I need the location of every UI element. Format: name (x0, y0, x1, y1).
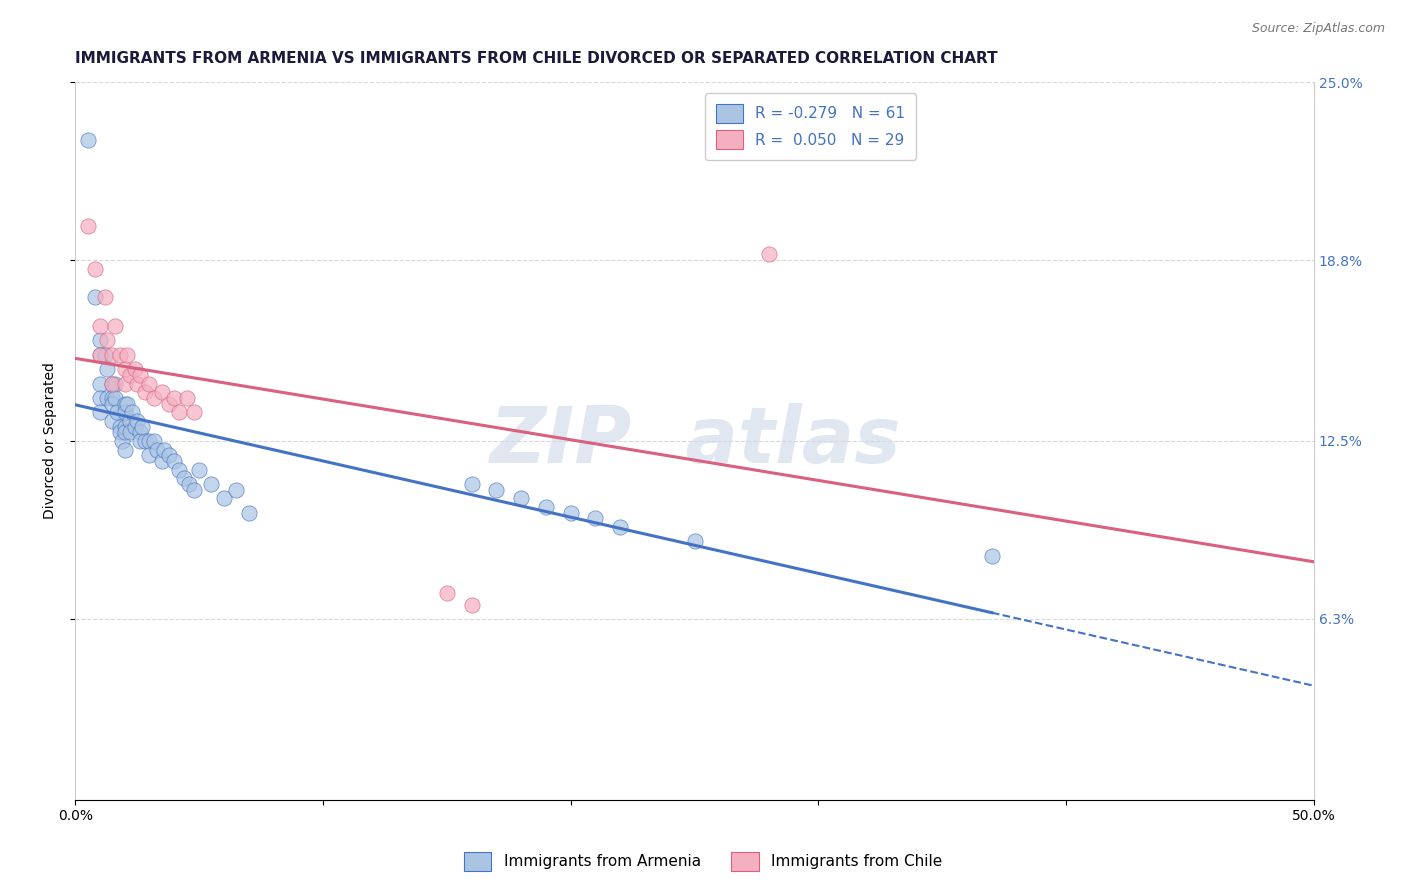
Point (179, 477, 201, 491)
Point (163, 454, 186, 468)
Point (101, 376, 124, 391)
Point (510, 491, 533, 506)
Point (212, 491, 235, 506)
Point (96, 362, 118, 376)
Point (89, 348, 111, 362)
Point (183, 483, 205, 497)
Point (111, 434, 134, 448)
Point (609, 520, 631, 534)
Point (114, 425, 136, 440)
Point (108, 425, 131, 440)
Point (683, 534, 706, 549)
Point (101, 391, 124, 405)
Point (225, 483, 247, 497)
Point (173, 471, 195, 485)
Point (89, 376, 111, 391)
Point (124, 419, 146, 434)
Point (104, 319, 127, 334)
Point (104, 391, 127, 405)
Point (101, 396, 124, 410)
Point (167, 405, 190, 419)
Point (138, 434, 160, 448)
Point (758, 247, 780, 261)
Point (89, 405, 111, 419)
Point (89, 348, 111, 362)
Text: ZIP  atlas: ZIP atlas (489, 403, 900, 479)
Point (150, 454, 173, 468)
Point (138, 448, 160, 462)
Point (980, 549, 1002, 563)
Point (105, 405, 128, 419)
Point (94, 290, 117, 304)
Text: Source: ZipAtlas.com: Source: ZipAtlas.com (1251, 22, 1385, 36)
Point (114, 362, 136, 376)
Point (118, 425, 141, 440)
Point (238, 506, 260, 520)
Point (143, 434, 166, 448)
Point (183, 405, 205, 419)
Point (560, 506, 582, 520)
Point (146, 442, 169, 457)
Legend: Immigrants from Armenia, Immigrants from Chile: Immigrants from Armenia, Immigrants from… (454, 843, 952, 880)
Point (84, 261, 107, 276)
Point (157, 448, 180, 462)
Text: IMMIGRANTS FROM ARMENIA VS IMMIGRANTS FROM CHILE DIVORCED OR SEPARATED CORRELATI: IMMIGRANTS FROM ARMENIA VS IMMIGRANTS FR… (75, 51, 998, 66)
Point (121, 405, 143, 419)
Point (153, 442, 176, 457)
Point (127, 414, 149, 428)
Point (188, 463, 211, 477)
Point (176, 391, 198, 405)
Point (436, 586, 458, 600)
Point (114, 442, 136, 457)
Point (124, 362, 146, 376)
Y-axis label: Divorced or Separated: Divorced or Separated (44, 362, 58, 519)
Point (114, 376, 136, 391)
Point (583, 511, 606, 525)
Point (138, 376, 160, 391)
Point (200, 477, 222, 491)
Point (101, 348, 124, 362)
Point (118, 368, 141, 382)
Point (115, 348, 138, 362)
Legend: R = -0.279   N = 61, R =  0.050   N = 29: R = -0.279 N = 61, R = 0.050 N = 29 (704, 94, 917, 160)
Point (534, 500, 557, 514)
Point (114, 419, 136, 434)
Point (96, 334, 118, 348)
Point (128, 425, 150, 440)
Point (101, 376, 124, 391)
Point (84, 290, 107, 304)
Point (89, 319, 111, 334)
Point (104, 376, 127, 391)
Point (108, 419, 131, 434)
Point (76, 132, 98, 146)
Point (118, 414, 141, 428)
Point (157, 396, 180, 410)
Point (114, 396, 136, 410)
Point (460, 477, 482, 491)
Point (128, 368, 150, 382)
Point (115, 396, 138, 410)
Point (96, 391, 118, 405)
Point (128, 434, 150, 448)
Point (114, 405, 136, 419)
Point (101, 414, 124, 428)
Point (89, 334, 111, 348)
Point (89, 391, 111, 405)
Point (485, 483, 508, 497)
Point (167, 463, 190, 477)
Point (134, 385, 156, 400)
Point (76, 219, 98, 233)
Point (127, 376, 149, 391)
Point (143, 391, 166, 405)
Point (150, 385, 173, 400)
Point (163, 391, 186, 405)
Point (108, 348, 131, 362)
Point (131, 419, 153, 434)
Point (134, 434, 156, 448)
Point (460, 598, 482, 612)
Point (94, 348, 117, 362)
